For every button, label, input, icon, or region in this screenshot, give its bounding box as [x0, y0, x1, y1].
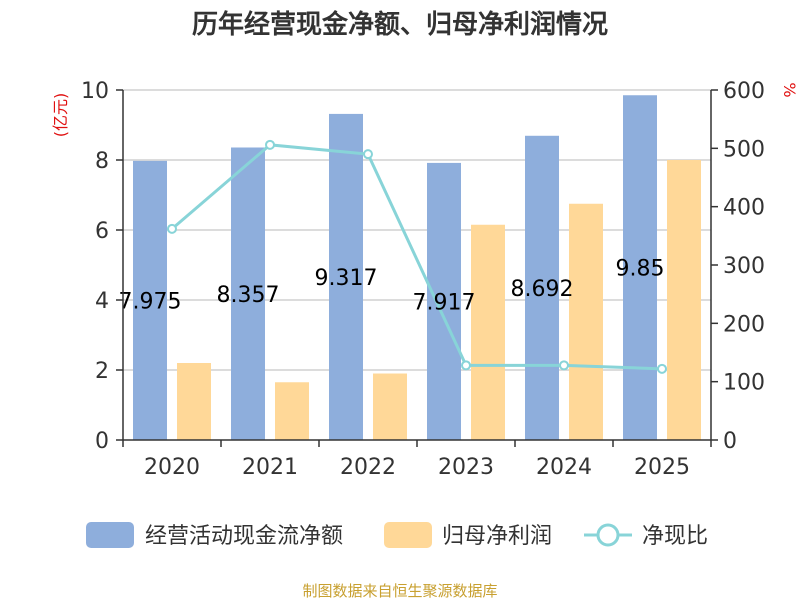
data-label-2020: 7.975 — [119, 289, 182, 314]
ratio-series-line — [171, 143, 663, 371]
x-tick-label: 2020 — [144, 455, 200, 480]
legend: 经营活动现金流净额 归母净利润 净现比 — [86, 522, 708, 549]
left-tick-label: 10 — [81, 79, 109, 104]
legend-marker-ratio — [596, 523, 620, 547]
x-tick-label: 2023 — [438, 455, 494, 480]
ratio-point-2021 — [265, 139, 275, 150]
bar-cashflow-2025 — [623, 95, 657, 440]
data-label-2024: 8.692 — [511, 277, 574, 302]
bar-cashflow-2020 — [133, 160, 167, 440]
bars — [133, 95, 701, 440]
legend-swatch-cashflow — [86, 522, 134, 548]
source-note: 制图数据来自恒生聚源数据库 — [302, 582, 497, 600]
bar-profit-2024 — [569, 203, 603, 440]
ratio-point-2020 — [167, 223, 177, 234]
right-tick-label: 100 — [723, 371, 765, 396]
left-tick-label: 2 — [95, 359, 109, 384]
right-tick-label: 200 — [723, 312, 765, 337]
x-tick-label: 2024 — [536, 455, 592, 480]
legend-swatch-profit — [384, 522, 432, 548]
bar-profit-2022 — [373, 373, 407, 440]
left-tick-label: 8 — [95, 149, 109, 174]
bar-profit-2025 — [667, 160, 701, 440]
x-tick-label: 2025 — [634, 455, 690, 480]
right-tick-label: 300 — [723, 254, 765, 279]
bar-cashflow-2021 — [231, 147, 265, 440]
right-tick-label: 500 — [723, 137, 765, 162]
right-tick-label: 0 — [723, 429, 737, 454]
right-axis-unit: % — [780, 82, 799, 97]
bar-cashflow-2023 — [427, 162, 461, 440]
ratio-point-2023 — [461, 360, 471, 371]
data-label-2025: 9.85 — [616, 257, 665, 282]
x-tick-label: 2021 — [242, 455, 298, 480]
data-label-2021: 8.357 — [217, 283, 280, 308]
legend-label-cashflow: 经营活动现金流净额 — [145, 524, 343, 549]
data-label-2022: 9.317 — [315, 266, 378, 291]
axes — [116, 89, 718, 447]
left-tick-label: 4 — [95, 289, 109, 314]
legend-label-ratio: 净现比 — [642, 524, 708, 549]
bar-profit-2020 — [177, 363, 211, 440]
left-tick-label: 0 — [95, 429, 109, 454]
gridlines — [123, 89, 711, 371]
legend-label-profit: 归母净利润 — [442, 524, 552, 549]
bar-profit-2021 — [275, 382, 309, 440]
left-tick-label: 6 — [95, 219, 109, 244]
x-tick-label: 2022 — [340, 455, 396, 480]
bar-profit-2023 — [471, 224, 505, 440]
right-tick-label: 400 — [723, 196, 765, 221]
bar-cashflow-2022 — [329, 113, 363, 440]
right-tick-label: 600 — [723, 79, 765, 104]
ratio-line — [167, 139, 667, 374]
ratio-point-2025 — [657, 363, 667, 374]
data-label-2023: 7.917 — [413, 290, 476, 315]
ratio-point-2022 — [363, 149, 373, 160]
bar-cashflow-2024 — [525, 135, 559, 440]
chart-title: 历年经营现金净额、归母净利润情况 — [192, 9, 608, 40]
left-axis-unit: (亿元) — [51, 93, 70, 138]
data-labels: 7.975 8.357 9.317 7.917 8.692 9.85 — [119, 257, 665, 316]
ratio-point-2024 — [559, 360, 569, 371]
